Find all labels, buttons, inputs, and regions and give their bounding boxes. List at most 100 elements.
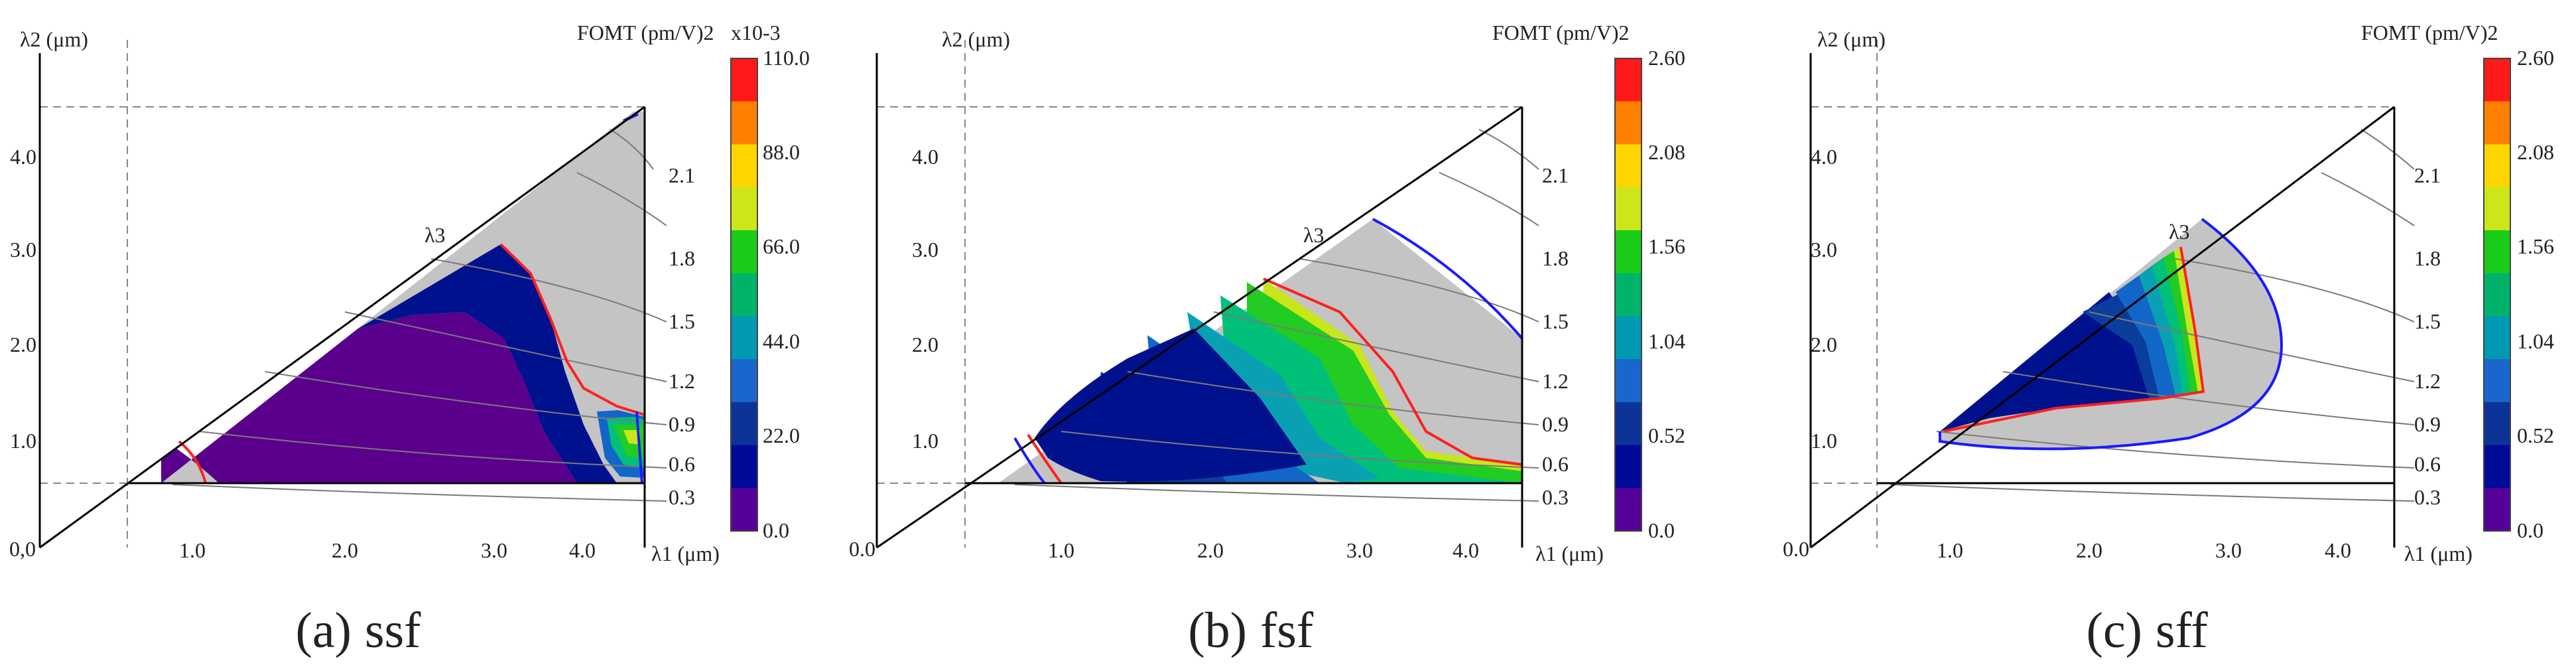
panel-b-colorbar-title: FOMT (pm/V)2: [1492, 21, 1630, 44]
panel-b-caption: (b): [1188, 603, 1247, 658]
panel-a-y-tick: 1.0: [10, 429, 36, 453]
colorbar-segment: [2484, 488, 2510, 532]
panel-c-contours: [1890, 129, 2415, 502]
panel-c-colorbar-tick: 1.04: [2517, 329, 2554, 353]
panel-b-y-axis-label: λ2 (μm): [942, 27, 1010, 51]
colorbar-segment: [731, 187, 757, 231]
panel-a-corner-label: λ3: [424, 223, 446, 247]
panel-c-region-level-5: [2152, 258, 2192, 395]
panel-b-colorbar-tick: 2.60: [1648, 46, 1685, 70]
panel-c-contour-label: 2.1: [2414, 163, 2441, 187]
panel-a-x-tick: 2.0: [332, 538, 358, 562]
colorbar-segment: [1615, 230, 1642, 274]
colorbar-segment: [2484, 402, 2510, 446]
panel-c-contour-label: 1.8: [2414, 246, 2441, 270]
panel-b-x-tick: 2.0: [1197, 538, 1224, 562]
panel-b-y-tick: 2.0: [912, 333, 938, 356]
panel-a-y-ticks: 4.0 3.0 2.0 1.0: [10, 145, 36, 453]
panel-c-region-level-2: [2083, 292, 2172, 398]
panel-a-x-axis-label: λ1 (μm): [651, 542, 720, 565]
panel-c-contour-label: 0.6: [2414, 452, 2441, 476]
colorbar-segment: [1615, 359, 1642, 403]
colorbar-segment: [1615, 58, 1642, 102]
colorbar-segment: [731, 58, 757, 102]
panel-c-caption-text: sff: [2156, 603, 2209, 658]
panel-a-contour-labels: 2.1 1.8 1.5 1.2 0.9 0.6 0.3: [669, 163, 695, 509]
panel-b-caption-text: fsf: [1260, 603, 1314, 658]
panel-c-region-level-7: [2174, 247, 2203, 393]
panel-a-boundary-outer-right: [635, 411, 643, 484]
panel-a-contour-label: 1.5: [669, 309, 695, 333]
colorbar-border: [2483, 58, 2511, 532]
panel-a-colorbar-tick: 66.0: [763, 234, 800, 258]
panel-a-x-tick: 1.0: [179, 538, 206, 562]
panel-c-caption: (c): [2087, 603, 2142, 658]
panel-c-y-tick: 3.0: [1811, 238, 1837, 261]
colorbar-segment: [2484, 316, 2510, 360]
panel-a-colorbar-tick: 88.0: [763, 140, 800, 164]
panel-a-colorbar-tick: 110.0: [763, 46, 810, 70]
panel-c-contour-label: 0.3: [2414, 485, 2441, 509]
panel-c-colorbar-tick: 2.60: [2517, 46, 2554, 70]
panel-b-contour-labels: 2.1 1.8 1.5 1.2 0.9 0.6 0.3: [1542, 163, 1569, 509]
panel-b-contours: [1014, 129, 1539, 502]
panel-b-contour-label: 2.1: [1542, 163, 1569, 187]
panel-b-boundary-inner: [1263, 277, 1523, 466]
panel-c-region-level-4: [2139, 265, 2185, 396]
panel-b-x-axis-label: λ1 (μm): [1535, 542, 1604, 565]
panel-a-frame: [39, 106, 646, 549]
panel-a-x-tick: 4.0: [569, 538, 596, 562]
panel-a-y-tick: 2.0: [10, 333, 36, 356]
panel-a-region-level-1: [358, 244, 617, 483]
panel-a-colorbar-title: FOMT (pm/V)2: [577, 21, 714, 44]
panel-b-contour-label: 1.2: [1542, 369, 1569, 393]
panel-b-contour-label: 0.3: [1542, 485, 1569, 509]
panel-c-contour-label: 0.9: [2414, 412, 2441, 436]
panel-c-x-axis-label: λ1 (μm): [2404, 542, 2473, 565]
panel-c-colorbar-tick: 2.08: [2517, 140, 2554, 164]
colorbar-segment: [1615, 445, 1642, 488]
panel-b-boundary-outer: [1372, 218, 1523, 340]
panel-a-y-tick: 3.0: [10, 238, 36, 261]
panel-c-boundary-outer: [1939, 218, 2284, 451]
panel-a-contour-label: 2.1: [669, 163, 695, 187]
panel-a-origin-label: 0,0: [9, 537, 36, 561]
colorbar-segment: [731, 445, 757, 488]
panel-c-x-tick: 2.0: [2076, 538, 2102, 562]
panel-c-y-tick: 2.0: [1811, 333, 1837, 356]
panel-a-colorbar-tick: 44.0: [763, 329, 800, 353]
colorbar-segment: [2484, 187, 2510, 231]
colorbar-segment: [1615, 488, 1642, 532]
panel-b-y-tick: 3.0: [912, 238, 938, 261]
panel-c-contour-labels: 2.1 1.8 1.5 1.2 0.9 0.6 0.3: [2414, 163, 2441, 509]
panel-b-corner-label: λ3: [1303, 223, 1324, 247]
panel-b-colorbar-tick: 2.08: [1648, 140, 1685, 164]
colorbar-border: [730, 58, 758, 532]
panel-c-contour-label: 1.5: [2414, 309, 2441, 333]
panel-c-colorbar-ticks: 2.60 2.08 1.56 1.04 0.52 0.0: [2517, 46, 2554, 542]
panel-c-colorbar: [2483, 58, 2511, 532]
panel-b-origin-label: 0.0: [849, 537, 875, 561]
panel-a-colorbar-ticks: 110.0 88.0 66.0 44.0 22.0 0.0: [763, 46, 810, 542]
panel-c-boundary-inner: [1943, 246, 2205, 433]
panel-b: 4.0 3.0 2.0 1.0 1.0 2.0 3.0 4.0 0.0 λ2 (…: [849, 21, 1685, 658]
colorbar-segment: [2484, 230, 2510, 274]
panel-a-region-level-7: [623, 430, 640, 445]
panel-a-regions: [161, 112, 645, 483]
panel-a: 4.0 3.0 2.0 1.0 1.0 2.0 3.0 4.0 0,0 λ2 (…: [9, 21, 810, 658]
panel-b-contour-label: 0.9: [1542, 412, 1569, 436]
panel-a-x-tick: 3.0: [481, 538, 507, 562]
panel-b-frame: [876, 106, 1523, 549]
panel-a-colorbar-tick: 22.0: [763, 423, 800, 447]
panel-c-colorbar-title: FOMT (pm/V)2: [2361, 21, 2498, 44]
panel-c-origin-label: 0.0: [1783, 537, 1809, 561]
colorbar-segment: [2484, 359, 2510, 403]
panel-a-colorbar-tick: 0.0: [763, 518, 789, 542]
colorbar-segment: [1615, 101, 1642, 145]
colorbar-segment: [2484, 445, 2510, 488]
panel-c-x-tick: 4.0: [2325, 538, 2351, 562]
colorbar-segment: [1615, 273, 1642, 317]
colorbar-segment: [731, 359, 757, 403]
panel-b-colorbar: [1614, 58, 1642, 532]
